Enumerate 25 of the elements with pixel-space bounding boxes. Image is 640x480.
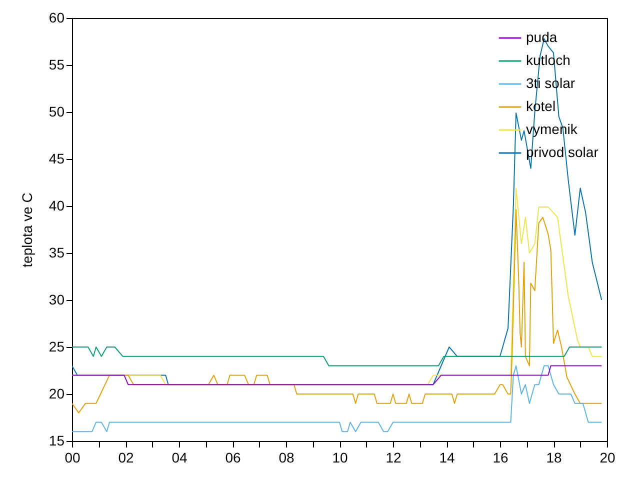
x-tick-label: 18	[546, 450, 562, 466]
line-series	[72, 365, 602, 432]
y-tick-label: 50	[48, 104, 65, 120]
y-tick-label: 35	[48, 244, 65, 260]
y-tick-label: 15	[48, 432, 65, 448]
line-series	[72, 209, 602, 414]
x-tick-label: 08	[278, 450, 294, 466]
x-tick-label: 20	[600, 450, 616, 466]
y-tick-label: 30	[48, 292, 65, 308]
y-tick-label: 55	[48, 56, 65, 72]
legend-label: puda	[526, 29, 558, 45]
x-tick-label: 00	[64, 450, 80, 466]
y-axis-title: teplota ve C	[18, 192, 35, 268]
x-tick-label: 04	[172, 450, 188, 466]
x-tick-label: 06	[225, 450, 241, 466]
x-tick-label: 12	[386, 450, 402, 466]
x-tick-label: 10	[332, 450, 348, 466]
y-tick-label: 45	[48, 150, 65, 166]
x-tick-label: 02	[118, 450, 134, 466]
x-tick-label: 16	[492, 450, 508, 466]
x-tick-label: 14	[439, 450, 455, 466]
y-tick-label: 25	[48, 338, 65, 354]
y-tick-label: 40	[48, 198, 65, 214]
y-tick-label: 60	[48, 10, 65, 26]
y-tick-label: 20	[48, 386, 65, 402]
